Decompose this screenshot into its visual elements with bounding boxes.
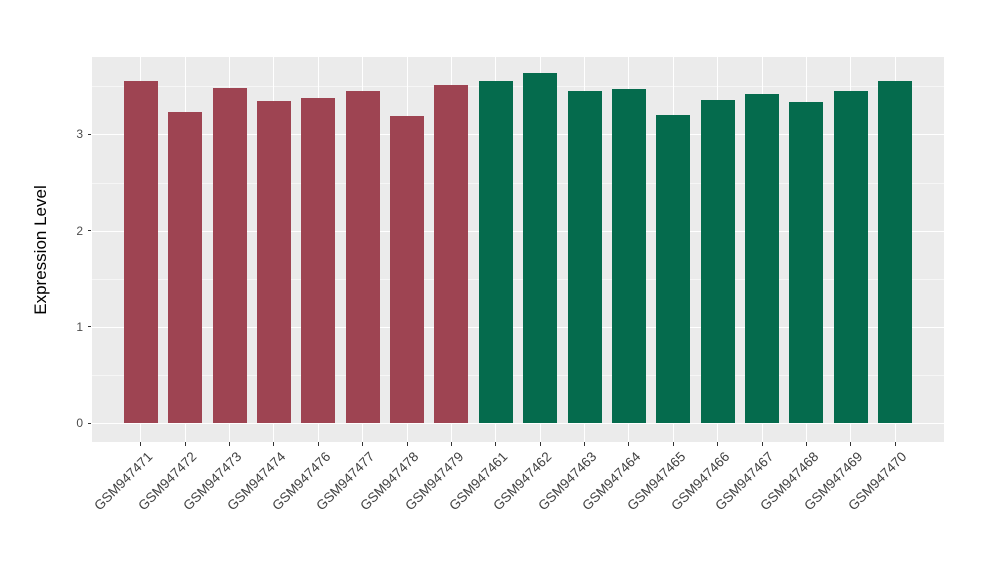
bar-GSM947477 (345, 91, 380, 423)
bar-GSM947467 (745, 93, 780, 423)
gridline-minor-horizontal (92, 86, 944, 88)
x-tick-mark (406, 442, 408, 446)
x-tick-mark (717, 442, 719, 446)
x-tick-mark (672, 442, 674, 446)
x-tick-mark (584, 442, 586, 446)
x-tick-mark (628, 442, 630, 446)
bar-GSM947471 (123, 80, 158, 423)
bar-GSM947473 (212, 88, 247, 423)
bar-GSM947463 (567, 91, 602, 423)
x-tick-mark (229, 442, 231, 446)
x-tick-mark (894, 442, 896, 446)
x-tick-mark (184, 442, 186, 446)
x-tick-mark (273, 442, 275, 446)
x-tick-mark (850, 442, 852, 446)
gridline-major-horizontal (92, 230, 944, 232)
gridline-major-horizontal (92, 326, 944, 328)
x-tick-mark (495, 442, 497, 446)
x-tick-mark (140, 442, 142, 446)
y-tick-label: 3 (76, 127, 83, 142)
gridline-major-horizontal (92, 134, 944, 136)
x-tick-mark (761, 442, 763, 446)
bar-GSM947478 (390, 116, 425, 423)
y-tick-label: 2 (76, 223, 83, 238)
y-tick-mark (88, 230, 91, 232)
bar-GSM947461 (478, 81, 513, 423)
bar-GSM947474 (256, 100, 291, 423)
gridline-minor-horizontal (92, 182, 944, 184)
bar-GSM947464 (611, 89, 646, 423)
x-tick-mark (317, 442, 319, 446)
y-tick-mark (88, 133, 91, 135)
bar-GSM947479 (434, 85, 469, 423)
bar-GSM947472 (168, 112, 203, 423)
bar-GSM947476 (301, 97, 336, 423)
x-tick-mark (450, 442, 452, 446)
plot-panel (92, 57, 944, 442)
gridline-minor-horizontal (92, 374, 944, 376)
bar-GSM947469 (833, 91, 868, 423)
bar-GSM947466 (700, 99, 735, 423)
bar-GSM947462 (523, 72, 558, 423)
y-tick-mark (88, 422, 91, 424)
y-tick-label: 0 (76, 416, 83, 430)
bar-GSM947465 (656, 115, 691, 423)
gridline-major-horizontal (92, 423, 944, 424)
gridline-minor-horizontal (92, 278, 944, 280)
x-tick-mark (362, 442, 364, 446)
y-tick-mark (88, 326, 91, 328)
x-tick-mark (539, 442, 541, 446)
bar-GSM947468 (789, 101, 824, 423)
y-tick-label: 1 (76, 319, 83, 334)
bar-GSM947470 (878, 80, 913, 423)
x-tick-mark (805, 442, 807, 446)
